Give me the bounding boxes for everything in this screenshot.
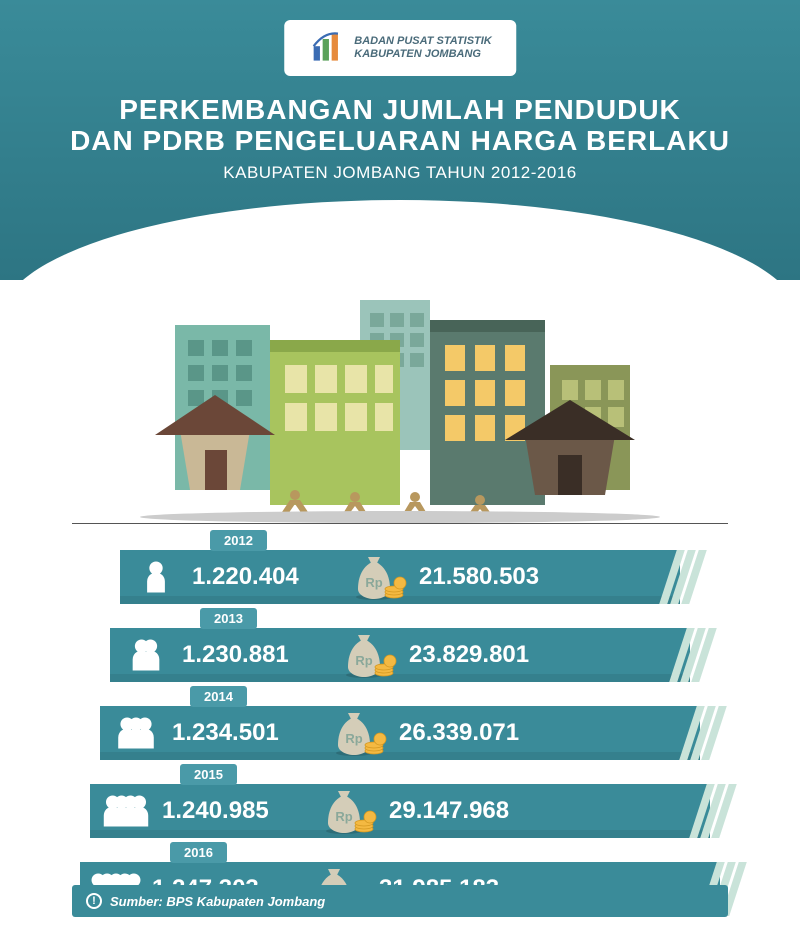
pdrb-value: 26.339.071 [391,719,700,747]
title-line1: PERKEMBANGAN JUMLAH PENDUDUK [40,95,760,126]
population-value: 1.230.881 [182,641,337,669]
data-row-2015: 2015 1.240.985 Rp 29.147.968 [72,766,728,838]
info-icon: ! [86,893,102,909]
data-bar: 1.234.501 Rp 26.339.071 [100,706,700,760]
footer-source: ! Sumber: BPS Kabupaten Jombang [72,885,728,917]
year-tab: 2014 [190,686,247,707]
bps-logo-icon [308,30,344,66]
money-bag-icon: Rp [327,709,391,757]
population-value: 1.234.501 [172,719,327,747]
footer-label: Sumber: BPS Kabupaten Jombang [110,894,325,909]
pdrb-value: 21.580.503 [411,563,680,591]
end-stripes [668,550,698,604]
data-row-2012: 2012 1.220.404 Rp 21.580.503 [72,532,728,604]
population-value: 1.220.404 [192,563,347,591]
people-icon [120,557,192,597]
end-stripes [678,628,708,682]
year-tab: 2012 [210,530,267,551]
year-tab: 2016 [170,842,227,863]
svg-text:Rp: Rp [335,809,352,824]
logo-line2: KABUPATEN JOMBANG [354,48,492,61]
logo-box: BADAN PUSAT STATISTIK KABUPATEN JOMBANG [284,20,516,76]
year-tab: 2013 [200,608,257,629]
data-row-2014: 2014 1.234.501 Rp 26.339.071 [72,688,728,760]
svg-text:Rp: Rp [355,653,372,668]
data-bar: 1.230.881 Rp 23.829.801 [110,628,690,682]
end-stripes [698,784,728,838]
year-tab: 2015 [180,764,237,785]
title-block: PERKEMBANGAN JUMLAH PENDUDUK DAN PDRB PE… [0,95,800,183]
logo-text: BADAN PUSAT STATISTIK KABUPATEN JOMBANG [354,35,492,61]
city-illustration [120,285,680,525]
money-bag-icon: Rp [347,553,411,601]
infographic-page: BADAN PUSAT STATISTIK KABUPATEN JOMBANG … [0,0,800,935]
divider-line [72,523,728,524]
people-icon [100,713,172,753]
data-bar: 1.220.404 Rp 21.580.503 [120,550,680,604]
title-line2: DAN PDRB PENGELUARAN HARGA BERLAKU [40,126,760,157]
pdrb-value: 23.829.801 [401,641,690,669]
svg-text:Rp: Rp [345,731,362,746]
svg-text:Rp: Rp [365,575,382,590]
money-bag-icon: Rp [317,787,381,835]
data-rows: 2012 1.220.404 Rp 21.580.503 2013 1.230.… [72,532,728,922]
population-value: 1.240.985 [162,797,317,825]
money-bag-icon: Rp [337,631,401,679]
title-sub: KABUPATEN JOMBANG TAHUN 2012-2016 [40,163,760,183]
people-icon [90,791,162,831]
logo-line1: BADAN PUSAT STATISTIK [354,35,492,48]
data-bar: 1.240.985 Rp 29.147.968 [90,784,710,838]
pdrb-value: 29.147.968 [381,797,710,825]
end-stripes [688,706,718,760]
data-row-2013: 2013 1.230.881 Rp 23.829.801 [72,610,728,682]
people-icon [110,635,182,675]
